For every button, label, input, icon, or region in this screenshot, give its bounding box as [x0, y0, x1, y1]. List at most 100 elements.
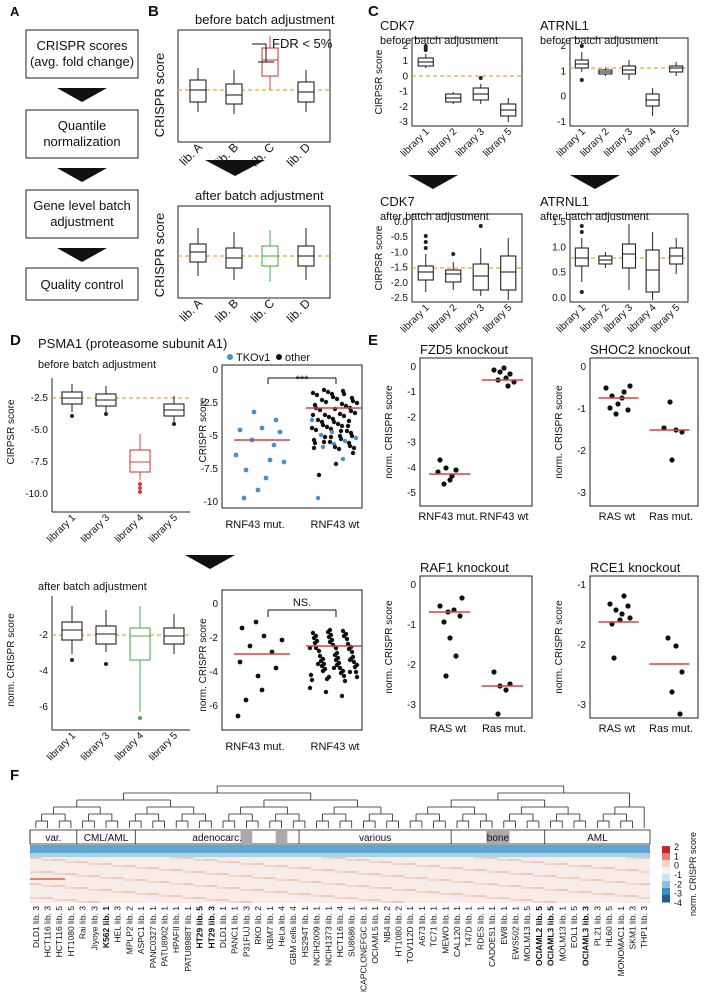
heatmap-cell: [193, 873, 206, 875]
c-box-box: [417, 265, 434, 281]
e-ylabel: norm. CRISPR score: [384, 600, 395, 694]
sc2-point-wt: [353, 669, 359, 675]
e-point: [491, 669, 497, 675]
heatmap-cell: [65, 899, 77, 901]
e-group-label: RNF43 wt: [480, 511, 529, 523]
cell-line-label: CADOES1 lib. 1: [487, 906, 497, 967]
d-after-lib: library 4: [113, 730, 146, 763]
heatmap-cell: [41, 859, 54, 861]
heatmap-cell: [603, 895, 615, 897]
c-tick-label: -1.0: [391, 247, 409, 258]
category-label: var.: [45, 833, 61, 844]
sc1-point-wt: [344, 428, 350, 434]
e-tick: -2: [407, 660, 416, 671]
e-tick: -1: [577, 580, 586, 591]
heatmap-cell: [123, 891, 136, 893]
d-before-outlier: [104, 412, 108, 416]
step-quantile-box: [25, 109, 139, 159]
heatmap-cell: [88, 901, 101, 903]
sc2-tick: -4: [209, 667, 218, 678]
heatmap-cell: [30, 871, 42, 873]
panel-b-ylabel-top: CRISPR score: [152, 53, 167, 138]
arrow-down-icon: [408, 175, 458, 189]
heatmap-cell: [521, 899, 534, 901]
heatmap-cell: [380, 863, 393, 865]
heatmap-cell: [123, 867, 136, 869]
e-plot-title: FZD5 knockout: [420, 342, 509, 357]
panel-d-scatter1-frame: [221, 364, 363, 509]
c-tick-label: 0.0: [394, 217, 408, 228]
category-label: adenocarc.: [192, 833, 241, 844]
heatmap-cell: [568, 877, 580, 879]
cell-line-label: P31FUJ lib. 3: [241, 906, 251, 957]
step-crispr-scores-line2: (avg. fold change): [30, 54, 134, 69]
e-tick: -1: [407, 387, 416, 398]
heatmap-cell: [509, 873, 522, 875]
c-tick-label: 0.0: [552, 293, 566, 304]
cell-line-label: KBM7 lib. 1: [265, 906, 275, 950]
c-box-box: [445, 269, 462, 283]
c-plot-sub: before batch adjustment: [380, 35, 498, 47]
e-point: [607, 405, 613, 411]
sc2-point-wt: [328, 632, 334, 638]
step-batch-line2: adjustment: [50, 214, 114, 229]
heatmap-cell: [380, 861, 393, 863]
c-box-outlier: [423, 246, 428, 250]
e-tick: 0: [580, 362, 586, 373]
sc1-point-wt: [350, 450, 356, 456]
heatmap-cell: [322, 897, 335, 899]
cell-line-label: ASPC1 lib. 1: [136, 906, 146, 954]
heatmap-cell: [591, 881, 604, 883]
cell-line-label: MONOMAC1 lib. 1: [616, 906, 626, 977]
heatmap-cell: [404, 865, 417, 867]
sc2-point-wt: [340, 628, 346, 634]
heatmap-cell: [30, 897, 42, 899]
e-point: [627, 383, 633, 389]
sc2-point-wt: [307, 685, 313, 691]
sc1-point-wt: [337, 411, 343, 417]
heatmap-cell: [240, 901, 253, 903]
sc1-point-wt: [313, 427, 319, 433]
c-plot-frame: [569, 37, 689, 127]
heatmap-cell: [76, 875, 89, 877]
e-point: [679, 429, 685, 435]
legend-tkov1-dot: [227, 354, 233, 360]
heatmap-cell: [404, 889, 417, 891]
heatmap-cell: [509, 859, 522, 861]
heatmap-cell: [88, 863, 101, 865]
sc1-point-mut: [251, 409, 257, 415]
e-plot-frame: [419, 575, 533, 719]
d-before-tick: -7.5: [31, 457, 49, 468]
heatmap-cell: [65, 901, 77, 903]
c-tick-label: -0.5: [391, 232, 409, 243]
heatmap-cell: [556, 865, 569, 867]
heatmap-cell: [65, 887, 77, 889]
heatmap-cell: [275, 893, 288, 895]
cell-line-label: OCIAML2 lib. 5: [534, 906, 544, 966]
heatmap-cell: [486, 871, 498, 873]
heatmap-cell: [369, 875, 381, 877]
heatmap-cell: [521, 887, 534, 889]
cell-line-label: A673 lib. 1: [417, 906, 427, 946]
heatmap-cell: [334, 885, 346, 887]
heatmap-cell: [626, 883, 639, 885]
heatmap-cell: [240, 889, 253, 891]
sc2-tick: -6: [209, 701, 218, 712]
e-point: [441, 619, 447, 625]
sc2-point-mut: [279, 637, 285, 643]
sc1-point-wt: [354, 400, 360, 406]
heatmap-cell: [603, 867, 615, 869]
heatmap-cell: [334, 897, 346, 899]
heatmap-cell: [603, 881, 615, 883]
e-point: [443, 465, 449, 471]
heatmap-cell: [544, 875, 557, 877]
c-tick-label: -1: [557, 117, 566, 128]
heatmap-cell: [416, 877, 428, 879]
c-plot-sub: before batch adjustment: [540, 35, 658, 47]
e-tick: -1: [407, 620, 416, 631]
d-before-outlier: [138, 482, 142, 486]
heatmap-cell: [263, 891, 276, 893]
heatmap-cell: [193, 871, 206, 873]
heatmap-cell: [533, 901, 545, 903]
d-before-outlier: [138, 490, 142, 494]
